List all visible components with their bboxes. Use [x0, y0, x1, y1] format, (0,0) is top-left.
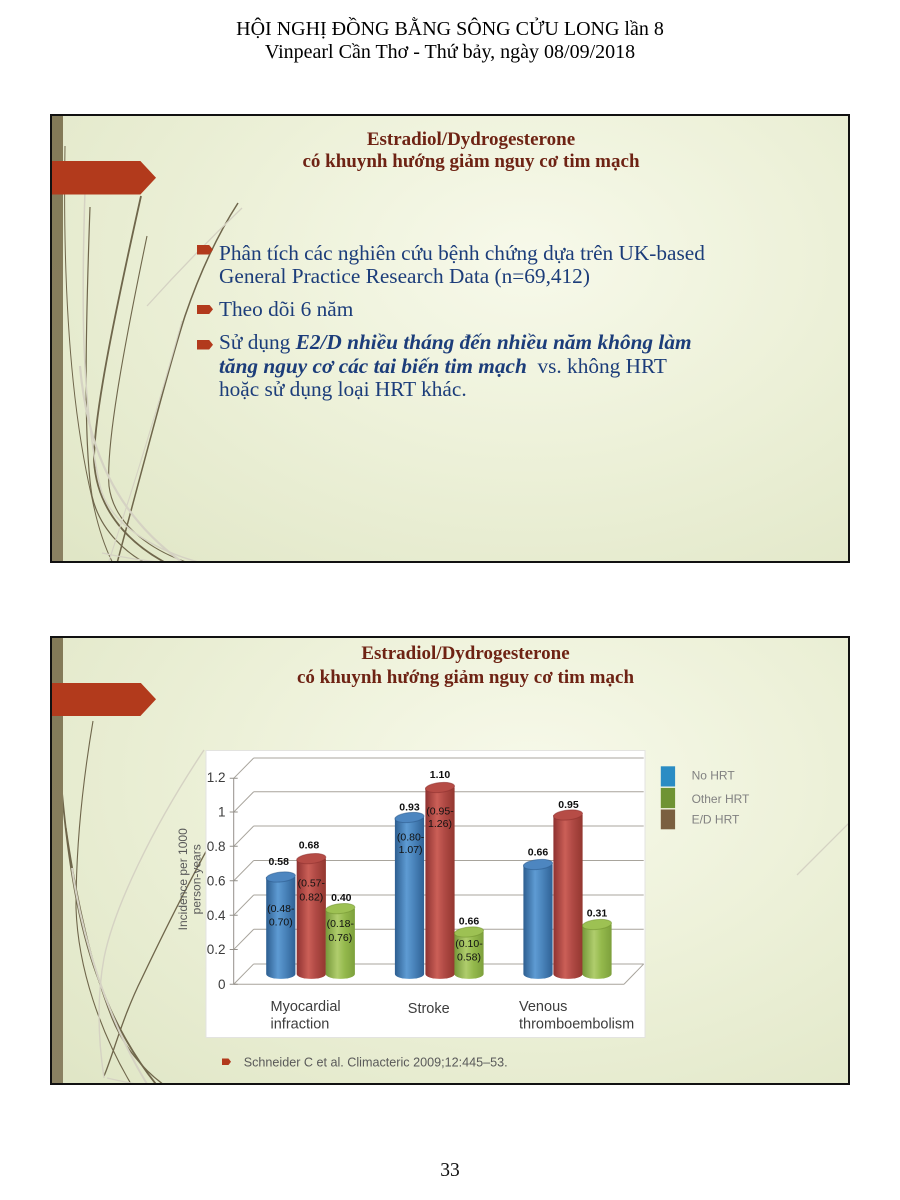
svg-text:Incidence per 1000: Incidence per 1000	[176, 827, 190, 929]
svg-text:0.76): 0.76)	[328, 932, 352, 944]
svg-text:1.2: 1.2	[207, 769, 226, 784]
svg-text:Stroke: Stroke	[408, 1001, 450, 1017]
svg-text:0.8: 0.8	[207, 838, 226, 853]
svg-text:Myocardial: Myocardial	[271, 998, 341, 1014]
svg-text:1.26): 1.26)	[428, 817, 452, 829]
svg-text:Other HRT: Other HRT	[692, 792, 750, 806]
svg-text:1.10: 1.10	[430, 769, 451, 781]
svg-text:Schneider C et al. Climacteric: Schneider C et al. Climacteric 2009;12:4…	[244, 1055, 508, 1069]
svg-text:(0.57-: (0.57-	[298, 877, 326, 889]
svg-text:person-years: person-years	[190, 844, 204, 914]
svg-text:E/D HRT: E/D HRT	[692, 812, 740, 826]
svg-text:infraction: infraction	[271, 1016, 330, 1032]
svg-text:0.66: 0.66	[459, 915, 480, 927]
svg-text:0.58: 0.58	[268, 856, 289, 868]
svg-text:(0.10-: (0.10-	[455, 937, 483, 949]
svg-text:0.93: 0.93	[399, 801, 420, 813]
svg-text:Venous: Venous	[519, 998, 567, 1014]
svg-text:No HRT: No HRT	[692, 768, 736, 782]
svg-text:0.40: 0.40	[331, 892, 352, 904]
svg-text:0.68: 0.68	[299, 839, 320, 851]
svg-text:0.6: 0.6	[207, 873, 226, 888]
svg-text:0.31: 0.31	[587, 907, 608, 919]
svg-text:(0.48-: (0.48-	[267, 902, 295, 914]
svg-text:0.82): 0.82)	[299, 891, 323, 903]
svg-text:0.70): 0.70)	[269, 916, 293, 928]
svg-text:1.07): 1.07)	[399, 844, 423, 856]
svg-text:(0.95-: (0.95-	[426, 805, 454, 817]
svg-text:0.95: 0.95	[558, 799, 579, 811]
svg-text:0.58): 0.58)	[457, 951, 481, 963]
svg-text:0.4: 0.4	[207, 907, 226, 922]
svg-text:0.2: 0.2	[207, 942, 226, 957]
svg-text:thromboembolism: thromboembolism	[519, 1016, 634, 1032]
svg-text:0: 0	[218, 976, 226, 991]
svg-text:(0.18-: (0.18-	[327, 918, 355, 930]
svg-text:1: 1	[218, 804, 226, 819]
svg-text:(0.80-: (0.80-	[397, 831, 425, 843]
svg-text:0.66: 0.66	[528, 846, 549, 858]
